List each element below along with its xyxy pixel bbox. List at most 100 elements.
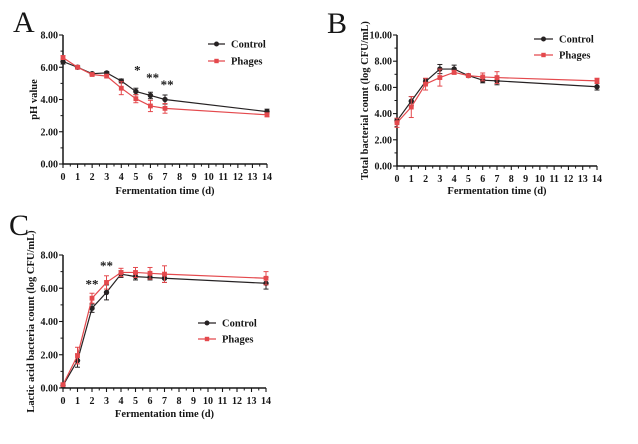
chart-total-bacterial-count: 0 1 2 3 4 5 6 7 8 9 10 11 12 13 14 0.00 2.00 4.00 6.00 8.00…	[319, 0, 638, 215]
y-tick-label: 6.00	[41, 63, 59, 74]
x-tick-label: 4	[452, 174, 457, 185]
x-tick-label: 6	[148, 172, 153, 183]
panel-b: B 0 1 2 3 4 5 6 7 8 9 10 11 12 13 14 0.00 2.00 4.00 6.00 8.…	[319, 0, 638, 215]
x-tick-label: 2	[90, 396, 95, 407]
panel-a-label: A	[13, 6, 35, 39]
x-tick-label: 9	[192, 172, 197, 183]
x-tick-label: 11	[219, 172, 228, 183]
chart-ph-value: 0 1 2 3 4 5 6 7 8 9 10 11 12 13 14 0.00 2.00 4.00 6.00 8.00…	[0, 0, 319, 215]
x-tick-label: 10	[204, 172, 214, 183]
x-axis-title: Fermentation time (d)	[447, 186, 547, 197]
x-tick-label: 3	[104, 396, 109, 407]
x-tick-label: 1	[75, 396, 80, 407]
x-tick-label: 4	[119, 396, 124, 407]
chart-svg-C: 0 1 2 3 4 5 6 7 8 9 10 11 12 13 140.002.004.006.008.00…	[26, 230, 272, 420]
x-tick-label: 0	[395, 174, 400, 185]
x-tick-label: 3	[437, 174, 442, 185]
x-tick-label: 9	[523, 174, 528, 185]
y-tick-label: 8.00	[41, 31, 59, 42]
y-tick-label: 4.00	[41, 317, 59, 328]
x-tick-label: 7	[163, 172, 168, 183]
x-tick-label: 13	[247, 172, 257, 183]
x-axis-title: Fermentation time (d)	[115, 186, 215, 197]
legend-label-control: Control	[222, 319, 257, 330]
y-tick-label: 2.00	[41, 127, 59, 138]
legend-label-phages: Phages	[231, 57, 263, 68]
axes-A: 0 1 2 3 4 5 6 7 8 9 10 11 12 13 140.002.004.006.008.00	[41, 31, 273, 184]
legend-A: Control Phages	[208, 40, 266, 68]
x-tick-label: 4	[119, 172, 124, 183]
significance-annotation: *	[134, 63, 141, 78]
y-tick-label: 10.00	[370, 31, 393, 42]
chart-svg-B: 0 1 2 3 4 5 6 7 8 9 10 11 12 13 140.002.004.006.008.00…	[360, 21, 603, 197]
chart-lactic-acid-bacteria-count: 0 1 2 3 4 5 6 7 8 9 10 11 12 13 14 0.00 2.00 4.00 6.00 8.00…	[0, 215, 319, 444]
x-tick-label: 2	[423, 174, 428, 185]
x-tick-label: 0	[61, 172, 66, 183]
x-tick-label: 5	[133, 396, 138, 407]
panel-b-label: B	[327, 7, 348, 40]
x-tick-label: 10	[535, 174, 545, 185]
x-tick-label: 1	[409, 174, 414, 185]
y-tick-label: 4.00	[41, 95, 59, 106]
panel-c: C 0 1 2 3 4 5 6 7 8 9 10 11 12 13 14 0.00 2.00 4.00 6.00 8.…	[0, 211, 319, 444]
x-tick-label: 12	[233, 172, 243, 183]
legend-label-control: Control	[559, 35, 594, 46]
x-tick-label: 2	[90, 172, 95, 183]
significance-annotation: **	[100, 258, 113, 273]
significance-annotation: **	[161, 77, 174, 92]
x-tick-label: 8	[509, 174, 514, 185]
y-axis-title: pH value	[29, 79, 40, 120]
x-tick-label: 13	[247, 396, 257, 407]
x-tick-label: 11	[218, 396, 227, 407]
axes-B: 0 1 2 3 4 5 6 7 8 9 10 11 12 13 140.002.004.006.008.00…	[370, 31, 603, 186]
y-tick-label: 6.00	[375, 83, 393, 94]
y-tick-label: 4.00	[375, 109, 393, 120]
x-tick-label: 3	[104, 172, 109, 183]
x-tick-label: 5	[133, 172, 138, 183]
x-tick-label: 12	[232, 396, 242, 407]
legend-label-phages: Phages	[559, 51, 591, 62]
y-tick-label: 0.00	[375, 162, 393, 173]
y-tick-label: 6.00	[41, 284, 59, 295]
x-tick-label: 6	[480, 174, 485, 185]
x-tick-label: 14	[592, 174, 602, 185]
axes-C: 0 1 2 3 4 5 6 7 8 9 10 11 12 13 140.002.004.006.008.00	[41, 251, 272, 408]
legend-B: Control Phages	[534, 35, 594, 62]
series-phages	[60, 55, 270, 118]
x-tick-label: 14	[262, 172, 272, 183]
x-tick-label: 14	[261, 396, 271, 407]
x-tick-label: 13	[578, 174, 588, 185]
y-tick-label: 0.00	[41, 160, 59, 171]
x-tick-label: 6	[148, 396, 153, 407]
x-tick-label: 12	[563, 174, 573, 185]
legend-label-phages: Phages	[222, 335, 254, 346]
significance-annotation: **	[86, 276, 99, 291]
y-tick-label: 8.00	[375, 57, 393, 68]
x-tick-label: 10	[203, 396, 213, 407]
y-axis-title: Total bacterial count (log CFU/mL)	[360, 21, 371, 180]
series-phages	[394, 68, 600, 128]
x-tick-label: 0	[61, 396, 66, 407]
x-tick-label: 8	[177, 172, 182, 183]
y-tick-label: 0.00	[41, 384, 59, 395]
x-tick-label: 9	[191, 396, 196, 407]
x-tick-label: 8	[177, 396, 182, 407]
panel-c-label: C	[9, 209, 30, 242]
x-tick-label: 11	[549, 174, 558, 185]
y-axis-title: Lactic acid bacteria count (log CFU/mL)	[26, 230, 37, 413]
legend-C: Control Phages	[198, 319, 257, 346]
y-tick-label: 2.00	[41, 350, 59, 361]
chart-svg-A: 0 1 2 3 4 5 6 7 8 9 10 11 12 13 140.002.004.006.008.00…	[29, 31, 273, 198]
x-tick-label: 5	[466, 174, 471, 185]
legend-label-control: Control	[231, 40, 266, 51]
x-tick-label: 1	[75, 172, 80, 183]
panel-a: A 0 1 2 3 4 5 6 7 8 9 10 11 12 13 14 0.00 2.00 4.00 6.00 8.…	[0, 0, 319, 215]
x-axis-title: Fermentation time (d)	[115, 409, 215, 420]
y-tick-label: 8.00	[41, 251, 59, 262]
significance-annotation: **	[146, 70, 159, 85]
y-tick-label: 2.00	[375, 135, 393, 146]
x-tick-label: 7	[495, 174, 500, 185]
series-phages	[60, 265, 269, 388]
x-tick-label: 7	[162, 396, 167, 407]
